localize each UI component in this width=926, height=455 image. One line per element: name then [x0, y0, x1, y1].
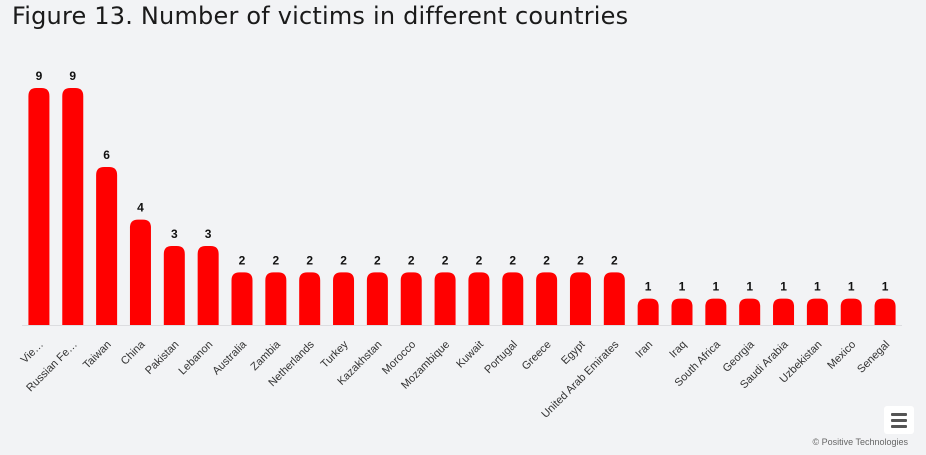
- bar-series: [28, 88, 896, 325]
- data-label: 1: [713, 280, 720, 294]
- bar[interactable]: [299, 272, 321, 325]
- data-label: 1: [882, 280, 889, 294]
- bar[interactable]: [62, 88, 84, 325]
- data-label: 2: [408, 253, 415, 267]
- category-label: Kuwait: [454, 339, 486, 371]
- data-label: 2: [543, 253, 550, 267]
- bar[interactable]: [806, 298, 828, 325]
- data-label: 3: [205, 227, 212, 241]
- data-label: 4: [137, 201, 144, 215]
- category-label: Vie…: [19, 339, 46, 366]
- data-labels: 9 9 6 4 3 3 2 2 2 2 2 2 2 2 2 2 2 2 1 1 1 1 1 1 1 1: [36, 69, 889, 294]
- data-label: 2: [306, 253, 313, 267]
- bar[interactable]: [96, 167, 118, 325]
- data-label: 2: [340, 253, 347, 267]
- data-label: 9: [69, 69, 76, 83]
- category-label: Pakistan: [143, 339, 181, 377]
- category-label: Australia: [210, 338, 249, 377]
- bar[interactable]: [536, 272, 558, 325]
- data-label: 2: [239, 253, 246, 267]
- data-label: 2: [577, 253, 584, 267]
- data-label: 2: [611, 253, 618, 267]
- hamburger-menu-icon: [891, 412, 907, 416]
- bar[interactable]: [603, 272, 625, 325]
- chart-title: Figure 13. Number of victims in differen…: [12, 2, 629, 30]
- data-label: 1: [848, 280, 855, 294]
- bar[interactable]: [366, 272, 388, 325]
- data-label: 1: [746, 280, 753, 294]
- bar[interactable]: [197, 246, 219, 325]
- bar[interactable]: [231, 272, 253, 325]
- bar[interactable]: [333, 272, 355, 325]
- category-label: Senegal: [855, 339, 892, 376]
- bar[interactable]: [569, 272, 591, 325]
- chart-menu-button[interactable]: [884, 406, 914, 434]
- bar[interactable]: [739, 298, 761, 325]
- data-label: 1: [780, 280, 787, 294]
- bar[interactable]: [502, 272, 524, 325]
- bar[interactable]: [840, 298, 862, 325]
- bar[interactable]: [468, 272, 490, 325]
- data-label: 9: [36, 69, 43, 83]
- category-label: Taiwan: [81, 339, 114, 372]
- data-label: 2: [442, 253, 449, 267]
- bar[interactable]: [28, 88, 50, 325]
- category-label: Iraq: [667, 339, 689, 361]
- credits-label: © Positive Technologies: [812, 437, 908, 447]
- data-label: 2: [476, 253, 483, 267]
- bar[interactable]: [163, 246, 185, 325]
- category-label: China: [119, 338, 148, 367]
- bar[interactable]: [129, 219, 151, 325]
- bar[interactable]: [637, 298, 659, 325]
- data-label: 6: [103, 148, 110, 162]
- bar[interactable]: [874, 298, 896, 325]
- bar[interactable]: [671, 298, 693, 325]
- data-label: 2: [509, 253, 516, 267]
- data-label: 3: [171, 227, 178, 241]
- bar[interactable]: [705, 298, 727, 325]
- category-label: Turkey: [319, 338, 351, 370]
- data-label: 1: [645, 280, 652, 294]
- hamburger-menu-icon-line: [891, 418, 907, 422]
- data-label: 1: [679, 280, 686, 294]
- category-label: Mexico: [825, 339, 858, 372]
- bar[interactable]: [265, 272, 287, 325]
- category-label: Greece: [520, 339, 554, 373]
- data-label: 1: [814, 280, 821, 294]
- category-label: Lebanon: [177, 339, 216, 378]
- bar[interactable]: [434, 272, 456, 325]
- category-axis-labels: Vie…Russian Fe… Taiwan ChinaPakistanLebano…: [19, 338, 893, 421]
- bar[interactable]: [400, 272, 422, 325]
- data-label: 2: [374, 253, 381, 267]
- data-label: 2: [273, 253, 280, 267]
- hamburger-menu-icon-line: [891, 424, 907, 428]
- category-label: Iran: [633, 339, 655, 361]
- category-label: Portugal: [482, 339, 519, 376]
- bar[interactable]: [773, 298, 795, 325]
- category-label: Egypt: [559, 339, 587, 367]
